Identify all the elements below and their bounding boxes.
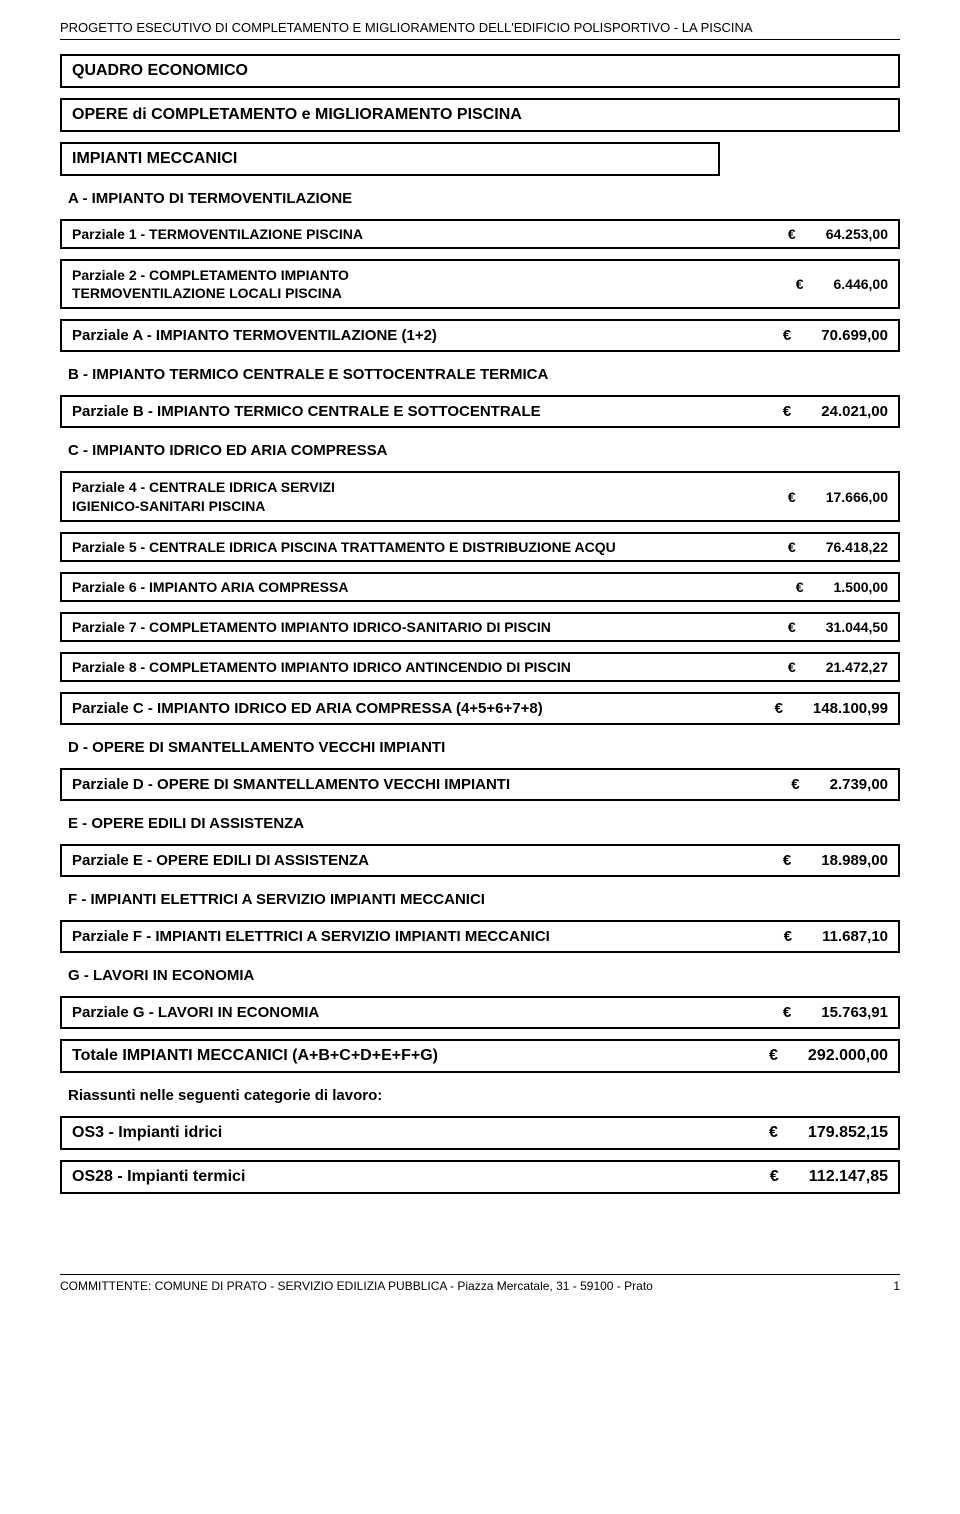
row-os3: OS3 - Impianti idrici €179.852,15 [60,1116,900,1150]
row-label: Parziale A - IMPIANTO TERMOVENTILAZIONE … [72,327,748,344]
row-value: €24.021,00 [748,403,888,420]
row-p1: Parziale 1 - TERMOVENTILAZIONE PISCINA €… [60,219,900,249]
row-pE: Parziale E - OPERE EDILI DI ASSISTENZA €… [60,844,900,877]
row-label: Parziale D - OPERE DI SMANTELLAMENTO VEC… [72,776,748,793]
row-label: Parziale B - IMPIANTO TERMICO CENTRALE E… [72,403,748,420]
row-value: €17.666,00 [748,489,888,505]
row-value: €11.687,10 [748,928,888,945]
row-pB: Parziale B - IMPIANTO TERMICO CENTRALE E… [60,395,900,428]
row-label: Parziale E - OPERE EDILI DI ASSISTENZA [72,852,748,869]
row-label: Totale IMPIANTI MECCANICI (A+B+C+D+E+F+G… [72,1047,748,1065]
row-p6: Parziale 6 - IMPIANTO ARIA COMPRESSA €1.… [60,572,900,602]
row-p7: Parziale 7 - COMPLETAMENTO IMPIANTO IDRI… [60,612,900,642]
row-label: Parziale 6 - IMPIANTO ARIA COMPRESSA [72,579,748,595]
footer-rule [60,1274,900,1275]
row-pF: Parziale F - IMPIANTI ELETTRICI A SERVIZ… [60,920,900,953]
project-title: PROGETTO ESECUTIVO DI COMPLETAMENTO E MI… [60,20,900,35]
row-label: Parziale 2 - COMPLETAMENTO IMPIANTO TERM… [72,266,392,302]
section-e: E - OPERE EDILI DI ASSISTENZA [68,815,900,832]
row-value: €18.989,00 [748,852,888,869]
row-label: Parziale G - LAVORI IN ECONOMIA [72,1004,748,1021]
row-value: €64.253,00 [748,226,888,242]
row-value: €1.500,00 [748,579,888,595]
row-label: Parziale 8 - COMPLETAMENTO IMPIANTO IDRI… [72,659,748,675]
row-value: €15.763,91 [748,1004,888,1021]
row-label: OS3 - Impianti idrici [72,1124,748,1142]
row-value: €292.000,00 [748,1047,888,1065]
row-value: €31.044,50 [748,619,888,635]
row-label: Parziale 1 - TERMOVENTILAZIONE PISCINA [72,226,748,242]
footer-text: COMMITTENTE: COMUNE DI PRATO - SERVIZIO … [60,1279,653,1293]
section-c: C - IMPIANTO IDRICO ED ARIA COMPRESSA [68,442,900,459]
quadro-title: QUADRO ECONOMICO [60,54,900,88]
row-os28: OS28 - Impianti termici €112.147,85 [60,1160,900,1194]
row-p8: Parziale 8 - COMPLETAMENTO IMPIANTO IDRI… [60,652,900,682]
row-value: €2.739,00 [748,776,888,793]
section-d: D - OPERE DI SMANTELLAMENTO VECCHI IMPIA… [68,739,900,756]
page-header: PROGETTO ESECUTIVO DI COMPLETAMENTO E MI… [60,20,900,40]
row-value: €21.472,27 [748,659,888,675]
row-label: Parziale 4 - CENTRALE IDRICA SERVIZI IGI… [72,478,392,514]
row-p5: Parziale 5 - CENTRALE IDRICA PISCINA TRA… [60,532,900,562]
section-a: A - IMPIANTO DI TERMOVENTILAZIONE [68,190,900,207]
row-value: €76.418,22 [748,539,888,555]
row-pC: Parziale C - IMPIANTO IDRICO ED ARIA COM… [60,692,900,725]
row-value: €70.699,00 [748,327,888,344]
section-g: G - LAVORI IN ECONOMIA [68,967,900,984]
section-riassunti: Riassunti nelle seguenti categorie di la… [68,1087,900,1104]
row-p2: Parziale 2 - COMPLETAMENTO IMPIANTO TERM… [60,259,900,309]
row-pD: Parziale D - OPERE DI SMANTELLAMENTO VEC… [60,768,900,801]
row-p4: Parziale 4 - CENTRALE IDRICA SERVIZI IGI… [60,471,900,521]
row-label: Parziale 7 - COMPLETAMENTO IMPIANTO IDRI… [72,619,748,635]
section-f: F - IMPIANTI ELETTRICI A SERVIZIO IMPIAN… [68,891,900,908]
opere-title: OPERE di COMPLETAMENTO e MIGLIORAMENTO P… [60,98,900,132]
impianti-title: IMPIANTI MECCANICI [60,142,720,176]
row-value: €148.100,99 [748,700,888,717]
page-footer: COMMITTENTE: COMUNE DI PRATO - SERVIZIO … [60,1274,900,1293]
row-label: OS28 - Impianti termici [72,1168,748,1186]
row-pG: Parziale G - LAVORI IN ECONOMIA €15.763,… [60,996,900,1029]
section-b: B - IMPIANTO TERMICO CENTRALE E SOTTOCEN… [68,366,900,383]
row-value: €179.852,15 [748,1124,888,1142]
row-label: Parziale C - IMPIANTO IDRICO ED ARIA COM… [72,700,748,717]
header-rule [60,39,900,40]
page-number: 1 [893,1279,900,1293]
row-label: Parziale F - IMPIANTI ELETTRICI A SERVIZ… [72,928,748,945]
row-pA: Parziale A - IMPIANTO TERMOVENTILAZIONE … [60,319,900,352]
row-label: Parziale 5 - CENTRALE IDRICA PISCINA TRA… [72,539,748,555]
row-value: €6.446,00 [748,276,888,292]
row-total: Totale IMPIANTI MECCANICI (A+B+C+D+E+F+G… [60,1039,900,1073]
row-value: €112.147,85 [748,1168,888,1186]
